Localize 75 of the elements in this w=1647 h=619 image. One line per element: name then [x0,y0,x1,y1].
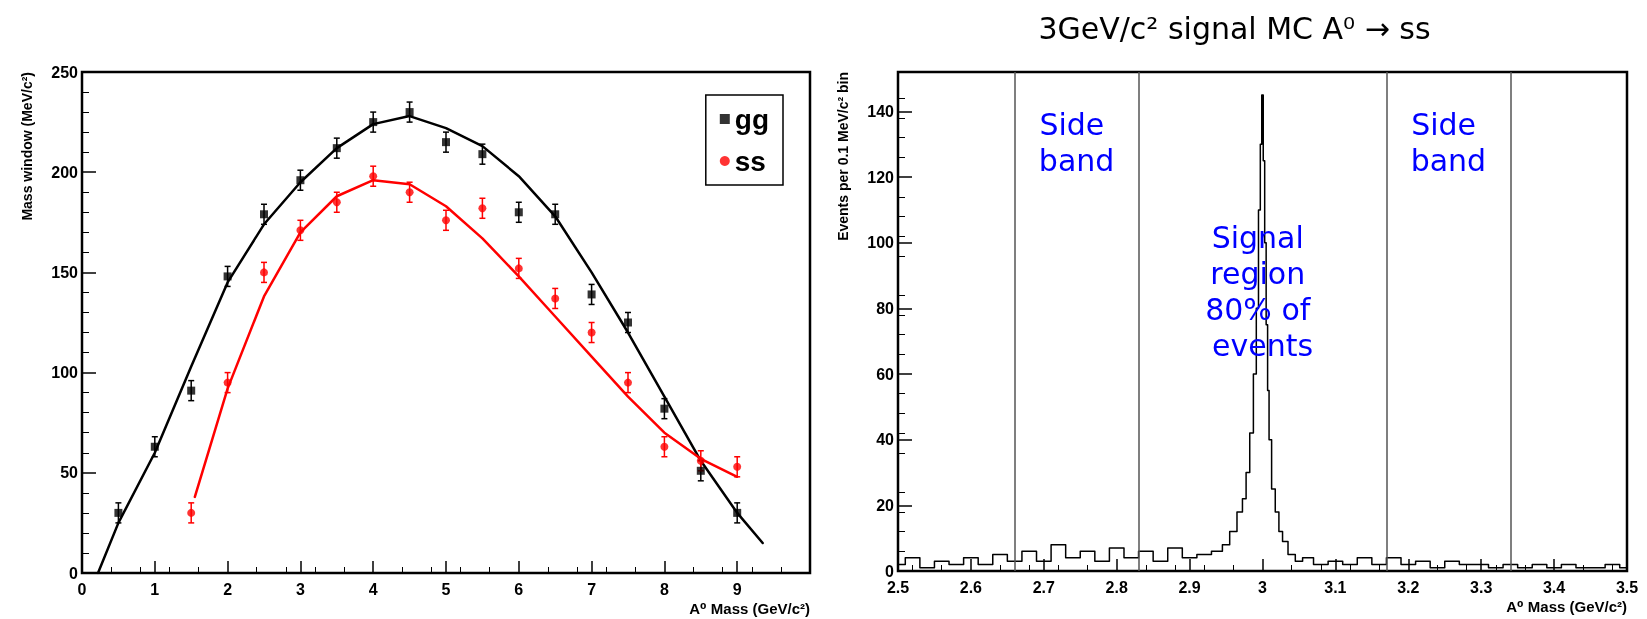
point [442,216,450,225]
chart-title: 3GeV/c² signal MC A⁰ → ss [1038,10,1431,46]
x-tick-label: 6 [514,580,524,598]
x-axis-title: A⁰ Mass (GeV/c²) [1506,598,1627,615]
point [296,226,305,235]
legend-label: gg [734,103,770,135]
x-tick-label: 1 [150,580,160,598]
x-tick-label: 3.3 [1470,578,1493,596]
point [187,508,196,517]
point [114,508,123,517]
point [442,138,450,147]
x-tick-label: 7 [587,580,597,598]
x-tick-label: 2.5 [886,578,910,596]
y-tick-label: 120 [867,168,895,186]
point [260,210,268,219]
point [478,204,487,213]
y-tick-label: 140 [867,102,895,120]
x-tick-label: 3.5 [1615,578,1639,596]
x-tick-label: 3.4 [1542,578,1566,596]
point [587,328,596,337]
x-tick-label: 2.7 [1032,578,1056,596]
y-axis-title: Mass window (MeV/c²) [19,72,35,221]
x-tick-label: 3.2 [1397,578,1420,596]
y-axis-title: Events per 0.1 MeV/c² bin [835,72,851,241]
point [369,172,378,181]
point [514,264,523,273]
point [260,268,268,277]
x-tick-label: 2 [223,580,233,598]
point [223,378,232,387]
y-tick-label: 100 [51,364,79,382]
point [660,442,669,451]
y-tick-label: 20 [876,496,895,514]
x-tick-label: 3.1 [1324,578,1347,596]
point [405,188,414,197]
y-tick-label: 250 [51,63,79,81]
legend-label: ss [734,145,766,177]
x-tick-label: 3 [1258,578,1268,596]
x-tick-label: 3 [295,580,305,598]
y-tick-label: 40 [876,431,895,449]
point [332,144,341,153]
point [150,442,159,451]
y-tick-label: 200 [51,163,79,181]
y-tick-label: 0 [885,562,895,580]
point [187,386,196,395]
point [514,208,523,217]
point [587,290,596,299]
point [624,378,632,387]
x-axis-title: A⁰ Mass (GeV/c²) [689,600,810,617]
point [624,318,632,327]
y-tick-label: 100 [867,234,895,252]
y-tick-label: 60 [876,365,895,383]
x-tick-label: 2.9 [1178,578,1201,596]
point [551,210,560,219]
point [223,272,232,281]
x-tick-label: 5 [441,580,451,598]
point [332,198,341,207]
x-tick-label: 2.8 [1105,578,1128,596]
x-tick-label: 8 [659,580,669,598]
point [733,462,742,471]
point [405,108,414,117]
point [296,176,305,185]
annotation: Side band [1410,106,1487,178]
point [551,294,560,303]
point [369,118,378,127]
y-tick-label: 150 [51,263,79,281]
x-tick-label: 2.6 [959,578,983,596]
point [733,508,742,517]
point [660,404,669,413]
point [478,150,487,159]
y-tick-label: 0 [69,564,79,582]
x-tick-label: 4 [368,580,378,598]
y-tick-label: 50 [60,464,79,482]
annotation: Side band [1038,106,1115,178]
x-tick-label: 9 [732,580,742,598]
y-tick-label: 80 [876,299,895,317]
